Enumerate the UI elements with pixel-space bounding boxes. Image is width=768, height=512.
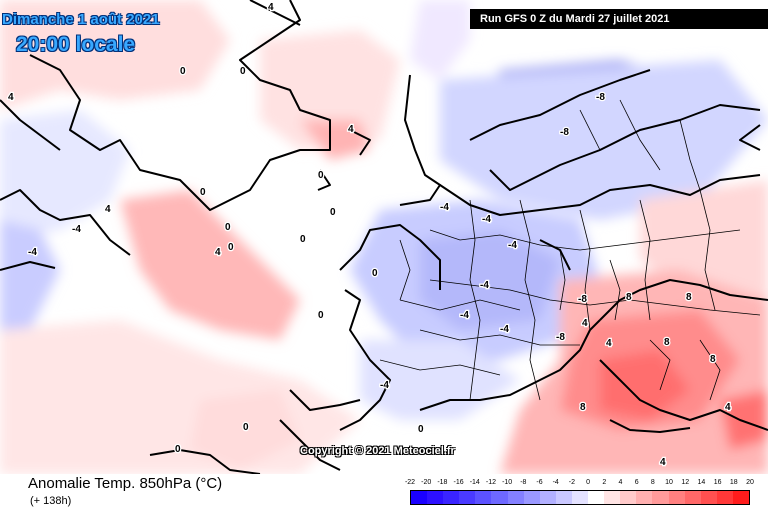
legend-tick-label: 6 bbox=[634, 479, 639, 486]
legend-swatch bbox=[571, 491, 589, 504]
contour-label: -4 bbox=[28, 247, 37, 258]
contour-label: 4 bbox=[215, 247, 221, 258]
contour-label: 4 bbox=[660, 457, 666, 468]
legend-swatch bbox=[427, 491, 444, 504]
contour-label: 0 bbox=[372, 268, 378, 279]
contour-label: -8 bbox=[596, 92, 605, 103]
contour-label: 0 bbox=[180, 66, 186, 77]
lead-time: (+ 138h) bbox=[30, 495, 72, 507]
legend-tick-labels: -22 -20 -18 -16 -14 -12 -10 -8 -6 -4 -2 0 2 4 6 8 10 12 14… bbox=[405, 479, 754, 489]
contour-label: 8 bbox=[664, 337, 670, 348]
legend-tick-label: -12 bbox=[485, 479, 496, 486]
legend-tick-label: 8 bbox=[650, 479, 655, 486]
legend-tick-label: -10 bbox=[502, 479, 513, 486]
legend-swatch bbox=[668, 491, 685, 504]
legend-swatch bbox=[732, 491, 749, 504]
legend-swatch bbox=[555, 491, 572, 504]
contour-label: 8 bbox=[710, 354, 716, 365]
legend-tick-label: 4 bbox=[618, 479, 623, 486]
valid-date: Dimanche 1 août 2021 bbox=[2, 11, 160, 28]
legend-swatch bbox=[636, 491, 653, 504]
contour-label: -8 bbox=[560, 127, 569, 138]
legend-swatch bbox=[443, 491, 460, 504]
contour-label: 0 bbox=[240, 66, 246, 77]
anomaly-fields bbox=[0, 0, 768, 474]
legend-tick-label: -16 bbox=[453, 479, 464, 486]
legend-swatch bbox=[700, 491, 717, 504]
contour-label: 4 bbox=[582, 318, 588, 329]
contour-label: 0 bbox=[330, 207, 336, 218]
legend-tick-label: -22 bbox=[404, 479, 416, 486]
contour-label: 0 bbox=[300, 234, 306, 245]
legend-tick-label: -8 bbox=[520, 479, 527, 486]
contour-label: 4 bbox=[606, 338, 612, 349]
contour-label: -4 bbox=[500, 324, 509, 335]
color-legend bbox=[410, 490, 750, 505]
legend-tick-label: 10 bbox=[665, 479, 673, 486]
contour-label: 4 bbox=[8, 92, 14, 103]
contour-label: 0 bbox=[418, 424, 424, 435]
contour-label: 4 bbox=[268, 2, 274, 13]
borders bbox=[379, 99, 761, 401]
variable-title: Anomalie Temp. 850hPa (°C) bbox=[28, 475, 223, 492]
legend-tick-label: -4 bbox=[552, 479, 559, 486]
contour-label: 8 bbox=[626, 292, 632, 303]
legend-tick-label: -20 bbox=[421, 479, 432, 486]
legend-swatch bbox=[507, 491, 524, 504]
legend-tick-label: -6 bbox=[536, 479, 543, 486]
contour-label: -4 bbox=[72, 224, 81, 235]
contour-label: -4 bbox=[480, 280, 489, 291]
legend-tick-label: 20 bbox=[746, 479, 754, 486]
legend-tick-label: -2 bbox=[568, 479, 575, 486]
contour-label: 4 bbox=[348, 124, 354, 135]
contour-label: 0 bbox=[243, 422, 249, 433]
legend-tick-label: 14 bbox=[697, 479, 706, 486]
contour-label: 0 bbox=[225, 222, 231, 233]
legend-tick-label: -18 bbox=[437, 479, 448, 486]
legend-tick-label: -14 bbox=[469, 479, 480, 486]
contour-label: 0 bbox=[318, 310, 324, 321]
legend-swatch bbox=[411, 491, 428, 504]
legend-tick-label: 18 bbox=[729, 479, 738, 486]
legend-swatch bbox=[523, 491, 540, 504]
legend-swatch bbox=[588, 491, 605, 504]
contour-label: -4 bbox=[460, 310, 469, 321]
contour-label: 0 bbox=[228, 242, 234, 253]
model-run-info: Run GFS 0 Z du Mardi 27 juillet 2021 bbox=[470, 9, 768, 29]
contour-label: -4 bbox=[508, 240, 517, 251]
contour-label: 4 bbox=[725, 402, 731, 413]
copyright-notice: Copyright © 2021 Meteociel.fr bbox=[300, 445, 455, 457]
legend-swatch bbox=[716, 491, 733, 504]
legend-tick-label: 2 bbox=[602, 479, 607, 486]
contour-label: -8 bbox=[556, 332, 565, 343]
contour-label: 0 bbox=[200, 187, 206, 198]
valid-time: 20:00 locale bbox=[16, 33, 136, 56]
contour-label: -4 bbox=[440, 202, 449, 213]
legend-swatch bbox=[652, 491, 669, 504]
legend-swatch bbox=[459, 491, 476, 504]
legend-swatch bbox=[475, 491, 492, 504]
contour-label: -4 bbox=[380, 380, 389, 391]
legend-tick-label: 0 bbox=[586, 479, 591, 486]
contour-label: 0 bbox=[175, 444, 181, 455]
legend-swatch bbox=[684, 491, 701, 504]
legend-swatch bbox=[604, 491, 621, 504]
contour-label: 4 bbox=[105, 204, 111, 215]
contour-label: 8 bbox=[686, 292, 692, 303]
legend-tick-label: 16 bbox=[713, 479, 722, 486]
legend-swatch bbox=[539, 491, 556, 504]
contour-label: 0 bbox=[318, 170, 324, 181]
legend-swatch bbox=[491, 491, 508, 504]
contour-label: 8 bbox=[580, 402, 586, 413]
legend-tick-label: 12 bbox=[681, 479, 690, 486]
contour-label: -8 bbox=[578, 294, 587, 305]
contour-label: -4 bbox=[482, 214, 491, 225]
legend-swatch bbox=[620, 491, 637, 504]
